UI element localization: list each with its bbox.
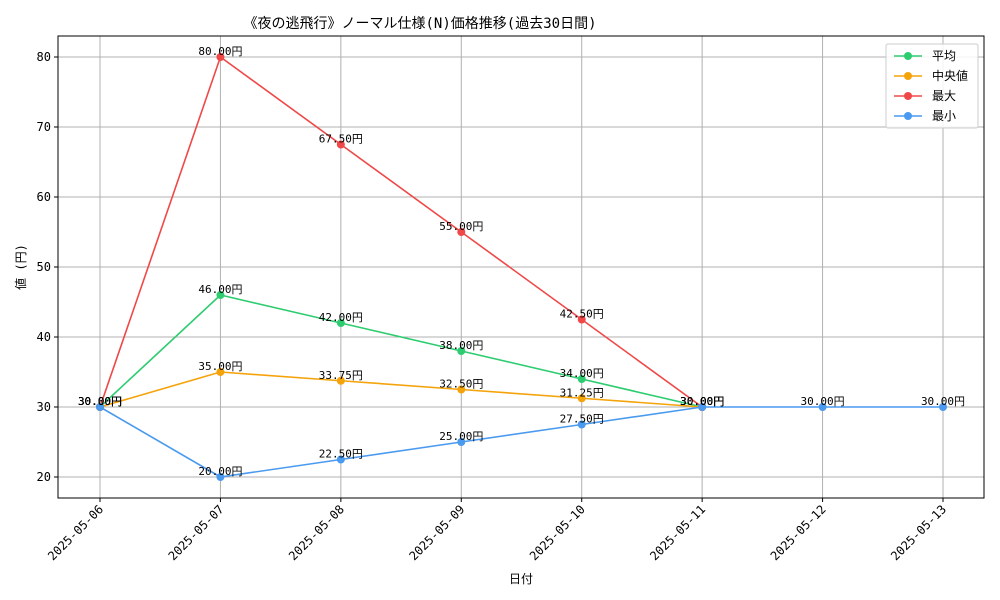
series-group: [96, 53, 947, 481]
data-label: 30.00円: [78, 395, 122, 408]
y-tick-label: 70: [37, 120, 51, 134]
x-axis-ticks: 2025-05-06 2025-05-07 2025-05-08 2025-05-09…: [45, 498, 949, 563]
data-label: 35.00円: [198, 360, 242, 373]
legend-marker: [904, 92, 912, 100]
y-tick-label: 20: [37, 470, 51, 484]
legend-label: 最大: [932, 89, 956, 103]
legend-marker: [904, 112, 912, 120]
series-line: [99, 371, 703, 408]
y-tick-label: 60: [37, 190, 51, 204]
data-point: [336, 455, 345, 464]
data-label: 42.00円: [319, 311, 363, 324]
data-label: 80.00円: [198, 45, 242, 58]
legend-label: 中央値: [932, 68, 968, 83]
data-label: 30.00円: [801, 395, 845, 408]
data-label: 30.00円: [680, 395, 724, 408]
data-label: 30.00円: [680, 395, 724, 408]
legend-box: [885, 43, 979, 129]
data-label: 30.00円: [680, 395, 724, 408]
data-point: [457, 438, 466, 446]
data-point: [577, 394, 586, 403]
data-label: 20.00円: [198, 465, 242, 478]
data-point: [577, 420, 586, 429]
data-point: [336, 376, 345, 385]
series-line: [99, 294, 703, 408]
data-point: [216, 291, 225, 299]
data-label: 22.50円: [319, 448, 363, 461]
data-label: 30.00円: [78, 395, 122, 408]
data-label: 31.25円: [560, 386, 604, 399]
data-point: [216, 368, 225, 376]
data-label: 30.00円: [78, 395, 122, 408]
chart-title: 《夜の逃飛行》ノーマル仕様(N)価格推移(過去30日間): [244, 16, 597, 32]
legend-label: 平均: [932, 49, 956, 63]
data-label: 42.50円: [560, 308, 604, 321]
data-point: [818, 403, 827, 411]
x-tick-label: 2025-05-06: [45, 502, 106, 563]
x-tick-label: 2025-05-13: [888, 502, 949, 563]
y-tick-label: 30: [37, 400, 51, 414]
legend-marker: [904, 72, 912, 80]
x-tick-label: 2025-05-10: [527, 502, 588, 563]
data-point: [939, 403, 947, 411]
data-label: 32.50円: [439, 378, 483, 391]
data-label: 27.50円: [560, 413, 604, 426]
series-line: [99, 55, 703, 408]
data-label: 67.50円: [319, 133, 363, 146]
y-axis-ticks: 20 30 40 50 60 70 80: [37, 50, 58, 484]
grid: [58, 36, 984, 498]
data-point: [457, 228, 466, 236]
series-line: [99, 406, 943, 478]
legend-marker: [904, 52, 912, 60]
data-point: [457, 347, 466, 355]
data-label: 46.00円: [198, 283, 242, 296]
x-axis-label: 日付: [509, 572, 533, 586]
x-tick-label: 2025-05-07: [166, 502, 227, 563]
data-point: [216, 473, 225, 481]
data-point: [336, 140, 345, 149]
y-tick-label: 40: [37, 330, 51, 344]
legend-label: 最小: [932, 109, 956, 123]
y-tick-label: 80: [37, 50, 51, 64]
data-label: 34.00円: [560, 367, 604, 380]
x-tick-label: 2025-05-11: [647, 502, 708, 563]
data-labels: 30.00円 46.00円 42.00円 38.00円 34.00円 30.00円 30.0…: [78, 45, 965, 478]
data-point: [457, 385, 466, 394]
data-label: 30.00円: [78, 395, 122, 408]
data-label: 30.00円: [680, 395, 724, 408]
x-tick-label: 2025-05-08: [286, 502, 347, 563]
data-point: [216, 53, 225, 61]
data-label: 55.00円: [439, 220, 483, 233]
x-tick-label: 2025-05-12: [768, 502, 829, 563]
data-point: [336, 319, 345, 327]
y-axis-label: 値 (円): [13, 244, 28, 290]
data-label: 38.00円: [439, 339, 483, 352]
data-point: [96, 403, 104, 411]
data-label: 25.00円: [439, 430, 483, 443]
y-tick-label: 50: [37, 260, 51, 274]
data-point: [698, 403, 707, 411]
data-point: [577, 315, 586, 324]
data-label: 30.00円: [921, 395, 965, 408]
x-tick-label: 2025-05-09: [406, 502, 467, 563]
data-point: [577, 375, 586, 383]
data-label: 33.75円: [319, 369, 363, 382]
